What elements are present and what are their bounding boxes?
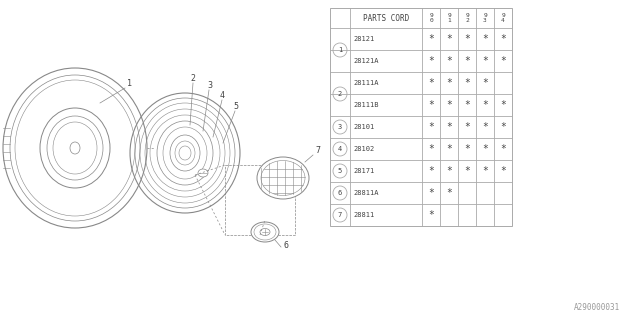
Text: *: * bbox=[428, 56, 434, 66]
Text: 28121: 28121 bbox=[353, 36, 374, 42]
Text: 5: 5 bbox=[338, 168, 342, 174]
Text: *: * bbox=[428, 34, 434, 44]
Text: *: * bbox=[482, 78, 488, 88]
Text: 7: 7 bbox=[338, 212, 342, 218]
Text: 28101: 28101 bbox=[353, 124, 374, 130]
Text: *: * bbox=[500, 166, 506, 176]
Text: 28111B: 28111B bbox=[353, 102, 378, 108]
Text: 28171: 28171 bbox=[353, 168, 374, 174]
Text: *: * bbox=[464, 144, 470, 154]
Text: *: * bbox=[428, 210, 434, 220]
Ellipse shape bbox=[257, 157, 309, 199]
Text: 7: 7 bbox=[315, 146, 320, 155]
Text: *: * bbox=[428, 122, 434, 132]
Text: *: * bbox=[446, 122, 452, 132]
Text: 3: 3 bbox=[207, 81, 212, 90]
Text: A290000031: A290000031 bbox=[573, 303, 620, 312]
Text: 9
4: 9 4 bbox=[501, 13, 505, 23]
Text: *: * bbox=[428, 166, 434, 176]
Text: 28121A: 28121A bbox=[353, 58, 378, 64]
Text: *: * bbox=[500, 122, 506, 132]
Text: *: * bbox=[464, 122, 470, 132]
Text: 28111A: 28111A bbox=[353, 80, 378, 86]
Text: 28811: 28811 bbox=[353, 212, 374, 218]
Text: 9
3: 9 3 bbox=[483, 13, 487, 23]
Text: *: * bbox=[500, 100, 506, 110]
Text: *: * bbox=[482, 144, 488, 154]
Text: *: * bbox=[482, 34, 488, 44]
Text: 5: 5 bbox=[233, 102, 238, 111]
Text: 2: 2 bbox=[190, 74, 195, 83]
Text: *: * bbox=[500, 56, 506, 66]
Text: *: * bbox=[482, 100, 488, 110]
Text: 4: 4 bbox=[220, 91, 225, 100]
Text: PARTS CORD: PARTS CORD bbox=[363, 13, 409, 22]
Ellipse shape bbox=[198, 169, 208, 177]
Text: 1: 1 bbox=[338, 47, 342, 53]
Text: *: * bbox=[446, 100, 452, 110]
Text: *: * bbox=[428, 100, 434, 110]
Text: *: * bbox=[464, 56, 470, 66]
Text: *: * bbox=[464, 166, 470, 176]
Bar bbox=[330, 8, 512, 226]
Text: *: * bbox=[482, 166, 488, 176]
Text: 6: 6 bbox=[338, 190, 342, 196]
Text: *: * bbox=[446, 34, 452, 44]
Text: *: * bbox=[446, 56, 452, 66]
Ellipse shape bbox=[251, 222, 279, 242]
Text: *: * bbox=[482, 122, 488, 132]
Text: 9
0: 9 0 bbox=[429, 13, 433, 23]
Text: *: * bbox=[500, 144, 506, 154]
Text: 28811A: 28811A bbox=[353, 190, 378, 196]
Text: 4: 4 bbox=[338, 146, 342, 152]
Text: 2: 2 bbox=[338, 91, 342, 97]
Text: *: * bbox=[464, 78, 470, 88]
Text: *: * bbox=[464, 100, 470, 110]
Text: *: * bbox=[428, 78, 434, 88]
Bar bbox=[225, 165, 295, 235]
Text: *: * bbox=[446, 78, 452, 88]
Text: *: * bbox=[446, 144, 452, 154]
Text: *: * bbox=[428, 144, 434, 154]
Text: 1: 1 bbox=[127, 79, 132, 88]
Text: *: * bbox=[428, 188, 434, 198]
Text: 9
1: 9 1 bbox=[447, 13, 451, 23]
Text: *: * bbox=[482, 56, 488, 66]
Text: 9
2: 9 2 bbox=[465, 13, 469, 23]
Text: 6: 6 bbox=[283, 241, 288, 250]
Text: *: * bbox=[446, 166, 452, 176]
Text: 3: 3 bbox=[338, 124, 342, 130]
Text: *: * bbox=[500, 34, 506, 44]
Text: 28102: 28102 bbox=[353, 146, 374, 152]
Text: *: * bbox=[446, 188, 452, 198]
Text: *: * bbox=[464, 34, 470, 44]
